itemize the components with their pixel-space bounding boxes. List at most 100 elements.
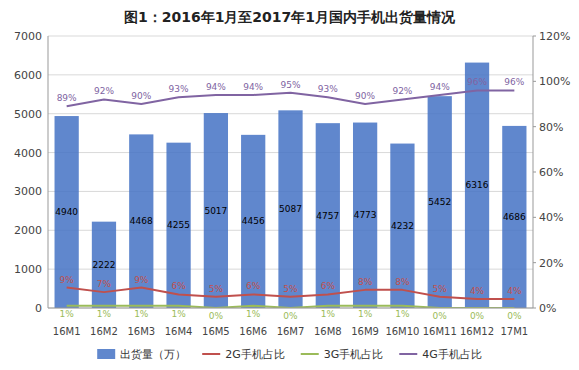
bar-label: 4255: [167, 220, 190, 230]
bar-label: 4773: [354, 210, 377, 220]
y-tick-label: 6000: [14, 69, 42, 82]
line-label: 5%: [283, 284, 298, 294]
grid-line: [48, 308, 533, 309]
line-label: 95%: [280, 80, 300, 90]
line-label: 5%: [433, 284, 448, 294]
y-tick-label: 2000: [14, 224, 42, 237]
bar-label: 5452: [428, 197, 451, 207]
line-label: 8%: [358, 277, 373, 287]
title: 图1：2016年1月至2017年1月国内手机出货量情况: [124, 9, 456, 25]
line-label: 4%: [470, 286, 485, 296]
y2-tick-label: 120%: [539, 30, 570, 43]
bar: [55, 116, 79, 308]
line-label: 0%: [470, 311, 485, 321]
x-tick-label: 16M7: [277, 326, 305, 337]
line-label: 93%: [318, 84, 338, 94]
bar: [353, 123, 377, 308]
x-axis-line: [48, 308, 533, 309]
line: [67, 90, 515, 106]
line-label: 89%: [57, 93, 77, 103]
line-label: 90%: [355, 91, 375, 101]
y2-tick-label: 80%: [539, 121, 563, 134]
marks: [55, 63, 527, 308]
line-label: 0%: [283, 311, 298, 321]
x-tick-label: 16M10: [385, 326, 419, 337]
bar: [465, 63, 489, 308]
legend-item: 4G手机占比: [399, 348, 482, 361]
line-label: 4%: [507, 286, 522, 296]
legend-swatch: [202, 353, 220, 355]
bar-label: 2222: [93, 260, 116, 270]
x-tick-label: 16M2: [90, 326, 118, 337]
legend-item: 3G手机占比: [301, 348, 384, 361]
line-label: 5%: [209, 284, 224, 294]
line-label: 6%: [321, 281, 336, 291]
bar: [204, 113, 228, 308]
bar-label: 4468: [130, 216, 153, 226]
line-label: 0%: [209, 311, 224, 321]
line-label: 9%: [60, 275, 75, 285]
y2-tick-label: 60%: [539, 166, 563, 179]
grid-line: [48, 74, 533, 75]
bar: [316, 123, 340, 308]
line-label: 94%: [243, 82, 263, 92]
legend-item: 2G手机占比: [202, 348, 285, 361]
x-tick-label: 16M8: [314, 326, 342, 337]
y-tick-label: 3000: [14, 185, 42, 198]
bar: [166, 143, 190, 308]
line-label: 6%: [171, 281, 186, 291]
line-label: 1%: [134, 309, 149, 319]
y-tick-label: 7000: [14, 30, 42, 43]
legend-item: 出货量（万）: [97, 348, 186, 361]
bar: [241, 135, 265, 308]
bar: [502, 126, 526, 308]
bar-label: 4757: [316, 211, 339, 221]
bar: [428, 96, 452, 308]
line-label: 6%: [246, 281, 261, 291]
y2-tick-label: 100%: [539, 75, 570, 88]
line-label: 1%: [246, 309, 261, 319]
y2-tick-label: 40%: [539, 211, 563, 224]
legend: 出货量（万） 2G手机占比 3G手机占比 4G手机占比: [97, 348, 482, 361]
grid-line: [48, 36, 533, 37]
bar: [278, 110, 302, 308]
line-label: 9%: [134, 275, 149, 285]
line-label: 90%: [131, 91, 151, 101]
legend-swatch: [399, 353, 417, 355]
bar-label: 5017: [204, 206, 227, 216]
bar-label: 6316: [466, 180, 489, 190]
line-label: 93%: [169, 84, 189, 94]
legend-swatch: [97, 349, 115, 359]
x-tick-label: 16M9: [351, 326, 379, 337]
line-label: 1%: [358, 309, 373, 319]
y-tick-label: 4000: [14, 147, 42, 160]
line-label: 92%: [94, 86, 114, 96]
line-label: 96%: [504, 77, 524, 87]
line-label: 1%: [321, 309, 336, 319]
x-tick-label: 16M12: [460, 326, 494, 337]
bar-label: 4940: [55, 207, 78, 217]
line-label: 92%: [392, 86, 412, 96]
line-label: 1%: [97, 309, 112, 319]
x-tick-label: 17M1: [500, 326, 528, 337]
y-axis-line: [48, 36, 49, 308]
line-label: 1%: [171, 309, 186, 319]
data-labels: 4940222244684255501744565087475747734232…: [55, 77, 526, 321]
line-label: 8%: [395, 277, 410, 287]
y-tick-label: 1000: [14, 263, 42, 276]
grid: [48, 36, 533, 308]
y-tick-label: 5000: [14, 108, 42, 121]
x-tick-label: 16M4: [165, 326, 193, 337]
bar: [390, 144, 414, 308]
y2-axis-line: [533, 36, 534, 308]
bar-label: 4456: [242, 216, 265, 226]
line-label: 1%: [60, 309, 75, 319]
line-label: 94%: [430, 82, 450, 92]
bar-label: 4232: [391, 221, 414, 231]
legend-label: 4G手机占比: [422, 348, 482, 361]
legend-swatch: [301, 353, 319, 355]
bar: [129, 134, 153, 308]
line-label: 7%: [97, 279, 112, 289]
y-tick-label: 0: [35, 302, 42, 315]
line-label: 0%: [507, 311, 522, 321]
